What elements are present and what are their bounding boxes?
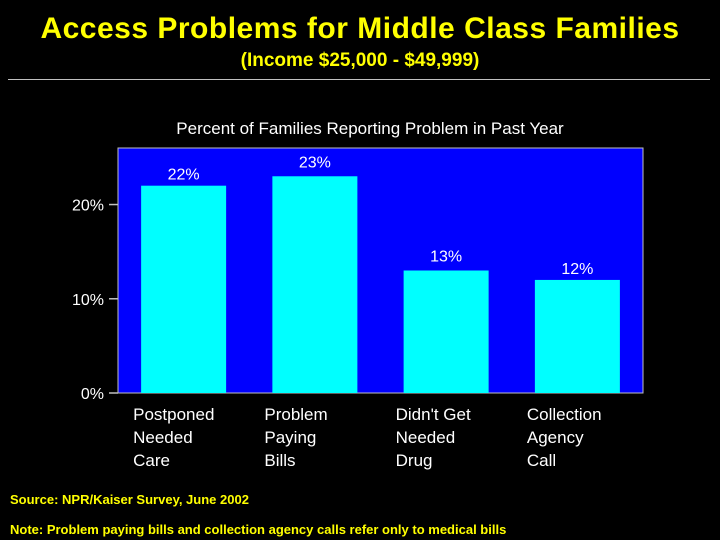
category-label: Care: [133, 451, 170, 470]
data-label: 13%: [430, 249, 462, 266]
bar: [403, 270, 489, 393]
category-label: Didn't Get: [396, 405, 471, 424]
category-label: Call: [527, 451, 556, 470]
footnote: Note: Problem paying bills and collectio…: [10, 522, 507, 537]
chart-title: Percent of Families Reporting Problem in…: [176, 119, 564, 138]
category-label: Problem: [264, 405, 327, 424]
data-label: 22%: [168, 167, 200, 184]
category-label: Paying: [264, 428, 316, 447]
data-label: 23%: [299, 154, 331, 171]
category-label: Agency: [527, 428, 584, 447]
data-label: 12%: [561, 261, 593, 278]
bar: [534, 279, 620, 393]
category-label: Needed: [396, 428, 456, 447]
source-note: Source: NPR/Kaiser Survey, June 2002: [10, 492, 249, 507]
bar: [141, 185, 227, 393]
category-label: Postponed: [133, 405, 214, 424]
category-label: Bills: [264, 451, 295, 470]
bar: [272, 176, 358, 393]
category-label: Collection: [527, 405, 602, 424]
title-divider: [8, 79, 710, 80]
page-title: Access Problems for Middle Class Familie…: [40, 12, 680, 45]
y-tick-label: 10%: [72, 292, 104, 309]
category-label: Drug: [396, 451, 433, 470]
category-label: Needed: [133, 428, 193, 447]
page-subtitle: (Income $25,000 - $49,999): [240, 50, 480, 71]
y-tick-label: 20%: [72, 198, 104, 215]
y-tick-label: 0%: [81, 386, 104, 403]
